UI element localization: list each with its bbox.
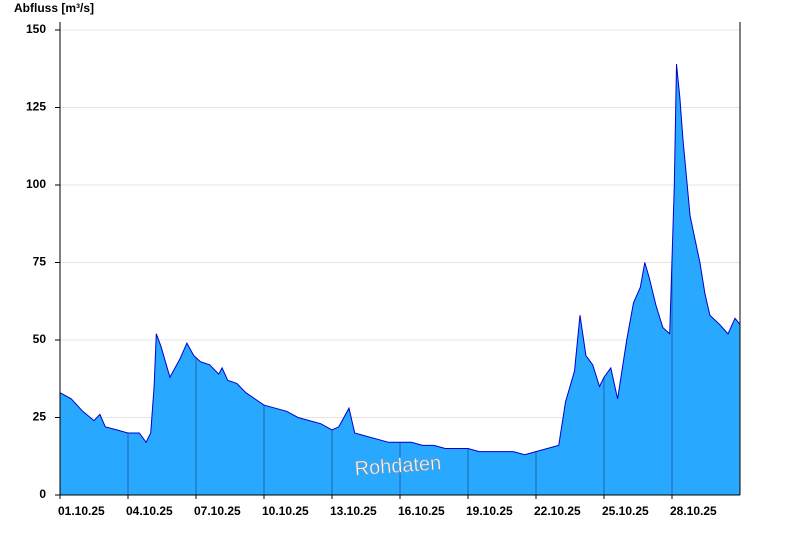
x-tick-label: 22.10.25: [534, 504, 581, 518]
x-tick-label: 01.10.25: [58, 504, 105, 518]
y-tick-label: 50: [33, 332, 47, 346]
x-tick-label: 28.10.25: [670, 504, 717, 518]
y-tick-label: 75: [33, 255, 47, 269]
y-tick-label: 25: [33, 410, 47, 424]
y-axis-label: Abfluss [m³/s]: [14, 1, 94, 15]
y-tick-label: 0: [39, 487, 46, 501]
y-tick-label: 150: [26, 22, 46, 36]
area-line: [59, 64, 741, 456]
x-tick-label: 07.10.25: [194, 504, 241, 518]
x-tick-label: 25.10.25: [602, 504, 649, 518]
area-fill: [60, 64, 740, 495]
x-tick-label: 13.10.25: [330, 504, 377, 518]
y-tick-label: 125: [26, 100, 46, 114]
x-tick-label: 19.10.25: [466, 504, 513, 518]
annotation: Rohdaten: [354, 452, 442, 480]
y-tick-label: 100: [26, 177, 46, 191]
x-tick-label: 04.10.25: [126, 504, 173, 518]
x-tick-label: 16.10.25: [398, 504, 445, 518]
x-tick-label: 10.10.25: [262, 504, 309, 518]
